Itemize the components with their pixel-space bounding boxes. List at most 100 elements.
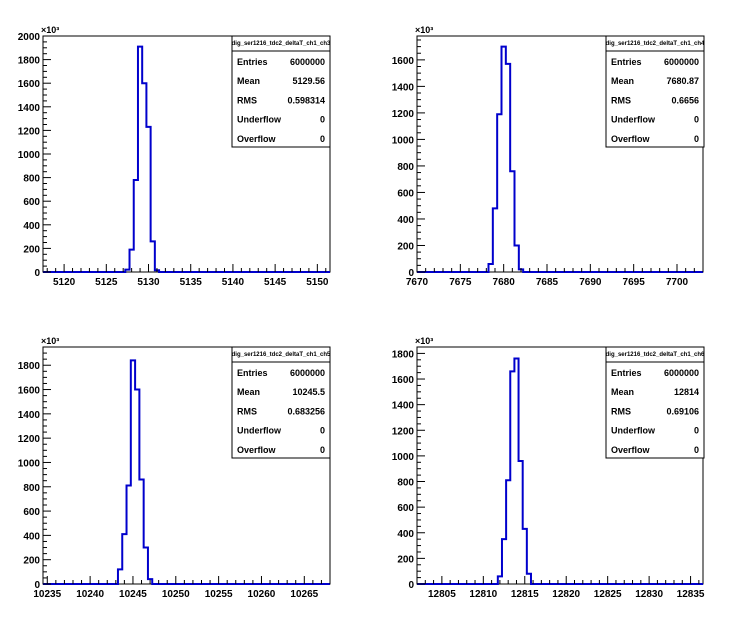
y-tick-label: 1400 [18, 410, 41, 421]
y-tick-label: 200 [397, 241, 414, 252]
y-tick-label: 400 [23, 221, 40, 232]
y-tick-label: 0 [34, 268, 40, 279]
y-tick-label: 400 [23, 531, 40, 542]
x-tick-label: 12825 [594, 589, 622, 600]
stats-label: Underflow [237, 115, 282, 125]
x-tick-label: 7695 [623, 277, 646, 288]
stats-label: Underflow [611, 115, 656, 125]
stats-label: Mean [237, 76, 260, 86]
y-exponent-label: ×10³ [415, 25, 433, 35]
y-tick-label: 1200 [392, 426, 415, 437]
stats-label: Mean [237, 387, 260, 397]
x-tick-label: 10255 [205, 589, 233, 600]
x-tick-label: 10260 [248, 589, 276, 600]
stats-value: 6000000 [664, 57, 699, 67]
x-tick-label: 12820 [552, 589, 580, 600]
stats-value: 0 [320, 115, 325, 125]
y-exponent-label: ×10³ [41, 336, 59, 346]
stats-box: dig_ser1216_tdc2_deltaT_ch1_ch5 Entries 60… [231, 346, 331, 459]
histogram-line [417, 357, 703, 585]
y-tick-label: 200 [23, 244, 40, 255]
x-tick-label: 10245 [119, 589, 147, 600]
y-tick-label: 400 [397, 529, 414, 540]
stats-label: Overflow [611, 445, 651, 455]
x-tick-label: 12815 [511, 589, 539, 600]
stats-title: dig_ser1216_tdc2_deltaT_ch1_ch4 [606, 41, 705, 47]
stats-box-frame [231, 346, 331, 459]
stats-value: 6000000 [290, 368, 325, 378]
x-tick-label: 12805 [428, 589, 456, 600]
x-tick-label: 7690 [579, 277, 602, 288]
histogram-line [43, 45, 330, 273]
histogram-line [417, 45, 703, 273]
y-tick-label: 800 [397, 478, 414, 489]
stats-value: 0 [320, 134, 325, 144]
y-tick-label: 400 [397, 215, 414, 226]
stats-label: Entries [611, 368, 642, 378]
stats-label: Overflow [237, 134, 277, 144]
x-tick-label: 5150 [306, 277, 329, 288]
stats-box: dig_ser1216_tdc2_deltaT_ch1_ch6 Entries 60… [605, 346, 705, 459]
stats-value: 0 [320, 445, 325, 455]
y-tick-label: 1200 [392, 109, 415, 120]
stats-box-frame [605, 35, 705, 148]
x-tick-label: 5125 [95, 277, 118, 288]
y-tick-label: 600 [23, 197, 40, 208]
stats-title: dig_ser1216_tdc2_deltaT_ch1_ch6 [606, 352, 705, 358]
y-tick-label: 800 [23, 483, 40, 494]
x-tick-label: 5135 [180, 277, 203, 288]
stats-value: 6000000 [664, 368, 699, 378]
x-tick-label: 10235 [33, 589, 61, 600]
histogram-panel-3: 10235 10240 10245 10250 10255 10260 10265 0 200 4… [18, 336, 331, 600]
x-tick-label: 5130 [137, 277, 160, 288]
histogram-panel-2: 7670 7675 7680 7685 7690 7695 7700 0 200 400 600 80… [392, 25, 705, 288]
stats-label: Mean [611, 76, 634, 86]
y-tick-label: 1200 [18, 126, 41, 137]
stats-label: Underflow [237, 426, 282, 436]
y-tick-label: 600 [397, 188, 414, 199]
stats-label: Overflow [237, 445, 277, 455]
y-tick-label: 1800 [18, 361, 41, 372]
stats-value: 0 [694, 426, 699, 436]
y-tick-label: 200 [23, 556, 40, 567]
y-tick-label: 1000 [392, 135, 415, 146]
stats-value: 0 [694, 445, 699, 455]
stats-box-frame [231, 35, 331, 148]
stats-value: 7680.87 [666, 76, 699, 86]
stats-label: Underflow [611, 426, 656, 436]
x-tick-label: 5145 [264, 277, 287, 288]
x-tick-label: 7680 [493, 277, 516, 288]
x-tick-label: 12830 [635, 589, 663, 600]
stats-label: RMS [611, 95, 631, 105]
stats-value: 0.69106 [666, 406, 699, 416]
x-tick-label: 7700 [666, 277, 689, 288]
y-tick-label: 1000 [18, 150, 41, 161]
y-tick-label: 200 [397, 554, 414, 565]
stats-label: Entries [611, 57, 642, 67]
y-tick-label: 600 [397, 503, 414, 514]
x-tick-label: 12810 [469, 589, 497, 600]
y-tick-label: 0 [408, 268, 414, 279]
y-tick-label: 1800 [18, 56, 41, 67]
y-tick-label: 800 [397, 162, 414, 173]
stats-value: 0.683256 [287, 406, 325, 416]
y-tick-label: 1200 [18, 434, 41, 445]
stats-label: Entries [237, 368, 268, 378]
y-tick-label: 1400 [392, 401, 415, 412]
stats-value: 6000000 [290, 57, 325, 67]
stats-value: 0 [694, 134, 699, 144]
x-tick-label: 7675 [449, 277, 472, 288]
stats-label: Entries [237, 57, 268, 67]
y-exponent-label: ×10³ [415, 336, 433, 346]
x-tick-label: 10250 [162, 589, 190, 600]
y-tick-label: 1000 [392, 452, 415, 463]
stats-value: 0.598314 [287, 95, 325, 105]
histogram-panel-4: 12805 12810 12815 12820 12825 12830 12835 0 200 4… [392, 336, 705, 600]
y-tick-label: 2000 [18, 32, 41, 43]
stats-label: Mean [611, 387, 634, 397]
x-tick-label: 7670 [406, 277, 429, 288]
y-tick-label: 0 [34, 580, 40, 591]
stats-value: 0.6656 [671, 95, 699, 105]
histogram-line [43, 359, 330, 585]
